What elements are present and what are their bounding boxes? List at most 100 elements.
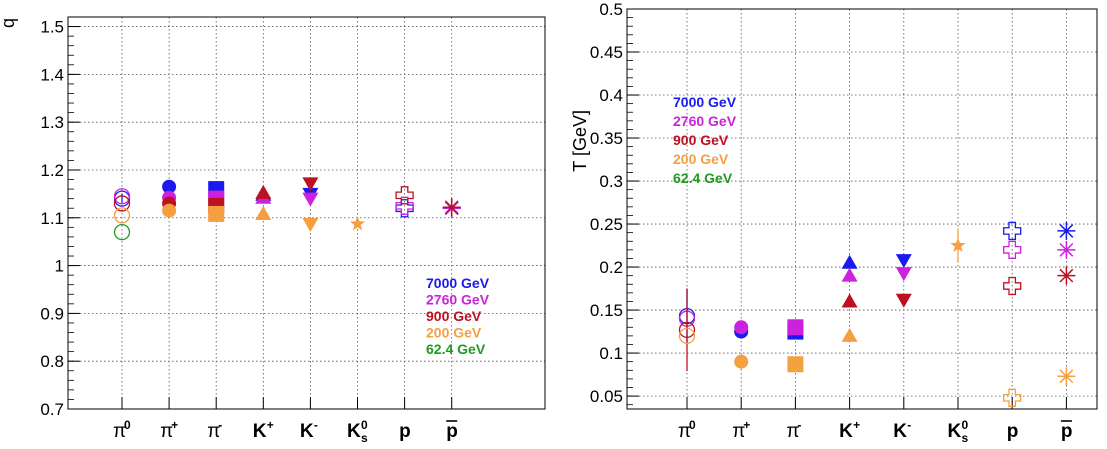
data-point (734, 354, 749, 369)
data-point (255, 184, 272, 199)
y-tick-label: 0.2 (599, 258, 623, 277)
y-tick-label: 0.15 (590, 301, 623, 320)
svg-text:π: π (207, 421, 220, 442)
data-point (1003, 388, 1022, 407)
y-tick-label: 0.35 (590, 129, 623, 148)
legend-entry: 200 GeV (673, 151, 729, 167)
legend-entry: 900 GeV (426, 308, 482, 324)
svg-text:K: K (839, 421, 853, 442)
data-point (841, 267, 858, 282)
data-point (1003, 276, 1022, 296)
x-tick-label: p (399, 421, 411, 442)
y-tick-label: 0.7 (40, 400, 64, 419)
data-point (162, 203, 177, 218)
y-tick-label: 0.5 (599, 0, 623, 19)
y-tick-label: 0.8 (40, 352, 64, 371)
data-point (1003, 221, 1022, 241)
svg-text:p: p (399, 421, 411, 442)
x-tick-label: p (1060, 420, 1073, 442)
data-point (113, 188, 131, 205)
svg-text:-: - (907, 418, 911, 432)
q-x-ticks: π0 π+ π- K + K - K 0s p p (113, 397, 458, 445)
x-tick-label: π- (207, 418, 222, 442)
t-grid (627, 8, 1097, 409)
svg-text:π: π (160, 421, 173, 442)
svg-text:+: + (743, 418, 750, 432)
x-tick-label: π+ (732, 418, 750, 442)
data-point (255, 205, 272, 220)
data-point (302, 192, 319, 207)
data-point (349, 215, 366, 231)
data-point (895, 267, 912, 282)
data-point (1057, 367, 1076, 386)
svg-text:K: K (347, 421, 361, 442)
svg-text:0: 0 (689, 418, 696, 432)
y-tick-label: 0.05 (590, 387, 623, 406)
y-tick-label: 0.1 (599, 344, 623, 363)
data-point (787, 319, 804, 336)
y-tick-label: 0.4 (599, 86, 623, 105)
data-point (734, 320, 749, 335)
y-tick-label: 0.9 (40, 304, 64, 323)
t-y-ticks: 0.05 0.1 0.15 0.2 0.25 0.3 0.35 0.4 0.45 0.5 (590, 0, 639, 406)
legend-entry: 2760 GeV (673, 113, 737, 129)
legend-entry: 7000 GeV (426, 275, 490, 291)
y-tick-label: 1.1 (40, 209, 64, 228)
legend-entry: 200 GeV (426, 325, 482, 341)
y-tick-label: 1.5 (40, 18, 64, 37)
legend-entry: 62.4 GeV (426, 341, 486, 357)
x-tick-label: K + (839, 418, 860, 442)
data-point (113, 207, 131, 224)
svg-text:K: K (300, 421, 314, 442)
q-markers (113, 177, 461, 241)
data-point (442, 198, 461, 217)
data-point (1057, 240, 1076, 259)
data-point (302, 177, 319, 192)
svg-text:K: K (893, 421, 907, 442)
y-tick-label: 0.25 (590, 215, 623, 234)
temperature-panel: 0.050.10.150.20.250.30.350.40.450.5 π0 π+… (570, 0, 1098, 445)
t-legend: 7000 GeV 2760 GeV 900 GeV 200 GeV 62.4 GeV (673, 94, 737, 186)
t-x-ticks: π0 π+ π- K + K - K 0s p p (678, 397, 1073, 445)
svg-text:+: + (171, 418, 178, 432)
svg-text:π: π (732, 421, 745, 442)
y-tick-label: 0.3 (599, 172, 623, 191)
data-point (895, 254, 912, 269)
q-plot-frame (67, 16, 546, 410)
y-tick-label: 1.3 (40, 113, 64, 132)
data-point (841, 327, 858, 342)
svg-text:K: K (948, 421, 962, 442)
data-point (208, 205, 225, 222)
svg-text:0: 0 (361, 418, 368, 432)
svg-text:s: s (361, 431, 368, 445)
data-point (841, 293, 858, 308)
x-tick-label: π- (786, 418, 801, 442)
x-tick-label: K 0s (948, 418, 969, 445)
legend-entry: 2760 GeV (426, 292, 490, 308)
t-axis-title: T [GeV] (570, 110, 590, 172)
svg-text:-: - (314, 418, 318, 432)
x-tick-label: p (1007, 421, 1019, 442)
svg-text:0: 0 (962, 418, 969, 432)
q-panel: 0.70.80.911.11.21.31.41.5 π0 π+ π- K + K - K 0s p… (0, 16, 546, 445)
q-axis-title: q (0, 18, 18, 28)
svg-text:-: - (797, 418, 801, 432)
data-point (302, 217, 319, 232)
x-tick-label: K 0s (347, 418, 368, 445)
t-markers (678, 221, 1076, 407)
x-tick-label: p (446, 420, 458, 442)
svg-text:0: 0 (124, 418, 131, 432)
svg-text:π: π (786, 421, 799, 442)
svg-text:p: p (446, 421, 458, 442)
svg-text:π: π (678, 421, 691, 442)
data-point (162, 179, 177, 194)
data-point (113, 195, 131, 212)
svg-text:s: s (962, 431, 969, 445)
svg-text:K: K (253, 421, 267, 442)
x-tick-label: π0 (678, 418, 696, 442)
y-tick-label: 1 (55, 257, 64, 276)
data-point (841, 254, 858, 269)
data-point (678, 321, 696, 339)
